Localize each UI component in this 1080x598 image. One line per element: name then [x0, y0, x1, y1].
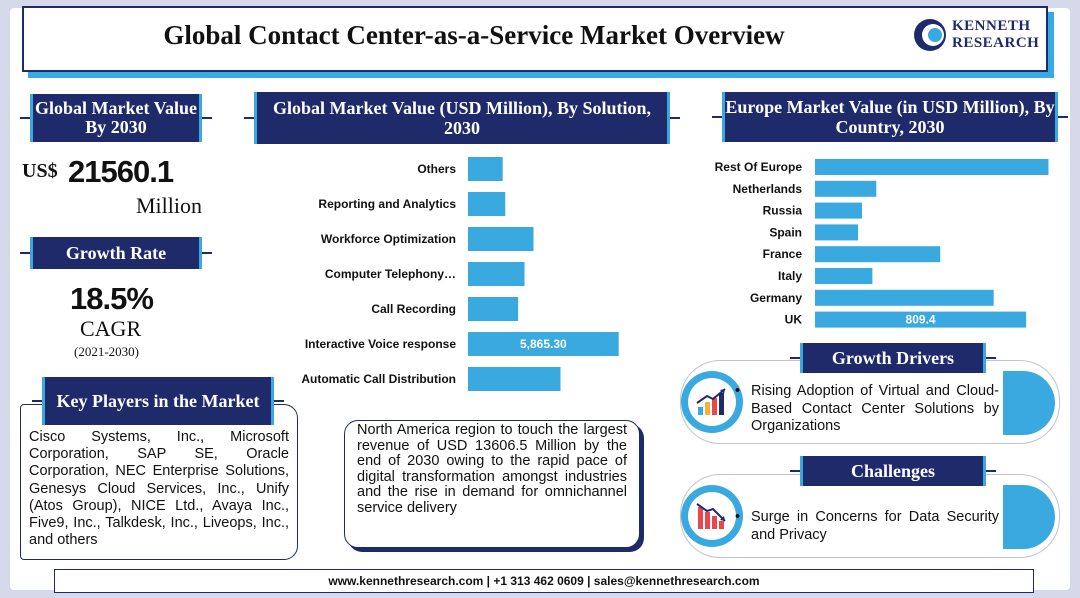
- challenges-accent: [1003, 485, 1055, 549]
- category-label: Netherlands: [733, 182, 803, 196]
- bar: [815, 224, 859, 241]
- growth-drivers-heading: Growth Drivers: [800, 343, 986, 373]
- bar: [815, 180, 877, 197]
- data-label: 5,865.30: [520, 337, 567, 351]
- bar: [815, 159, 1049, 175]
- category-label: Spain: [769, 225, 802, 239]
- footer-contact: www.kennethresearch.com | +1 313 462 060…: [54, 569, 1034, 593]
- bar: [815, 311, 1027, 328]
- bar: [468, 332, 619, 356]
- market-value-number: 21560.1: [68, 154, 174, 189]
- key-players-heading: Key Players in the Market: [42, 377, 274, 425]
- drivers-icon-circle: [681, 371, 743, 433]
- growth-drivers-card: Rising Adoption of Virtual and Cloud-Bas…: [680, 360, 1060, 444]
- category-label: Computer Telephony…: [325, 267, 456, 281]
- logo: KENNETH RESEARCH: [912, 16, 1039, 54]
- logo-icon: [914, 19, 946, 51]
- market-value-heading: Global Market Value By 2030: [30, 94, 202, 142]
- growth-drivers-text: Rising Adoption of Virtual and Cloud-Bas…: [735, 383, 999, 436]
- category-label: Call Recording: [371, 302, 456, 316]
- key-players-box: Cisco Systems, Inc., Microsoft Corporati…: [20, 404, 298, 560]
- category-label: Interactive Voice response: [305, 337, 457, 351]
- title-box: Global Contact Center-as-a-Service Marke…: [22, 6, 1048, 72]
- bar: [468, 157, 503, 181]
- europe-bar-chart: Rest Of Europe Netherlands Russia Spain Fran…: [715, 159, 1049, 328]
- bar: [468, 192, 506, 216]
- decline-chart-icon: [696, 503, 726, 529]
- logo-line1: KENNETH: [952, 18, 1031, 34]
- category-label: France: [763, 247, 803, 261]
- drivers-accent: [1003, 371, 1055, 435]
- growth-period: (2021-2030): [74, 344, 139, 359]
- data-label: 809.4: [906, 313, 936, 327]
- solution-bar-chart: Others Reporting and Analytics Workforce O…: [301, 157, 619, 391]
- europe-chart-title: Europe Market Value (in USD Million), By…: [722, 92, 1058, 142]
- category-label: Reporting and Analytics: [318, 197, 456, 211]
- category-label: Automatic Call Distribution: [301, 372, 456, 386]
- bar: [815, 246, 941, 263]
- bar: [468, 297, 519, 321]
- currency-label: US$: [22, 160, 58, 182]
- growth-label: CAGR: [80, 316, 142, 341]
- bar: [815, 289, 994, 306]
- growth-heading: Growth Rate: [30, 237, 202, 269]
- category-label: Workforce Optimization: [321, 232, 456, 246]
- bar: [468, 262, 525, 286]
- bar: [468, 227, 534, 251]
- challenges-icon-circle: [681, 485, 743, 547]
- category-label: Others: [417, 162, 456, 176]
- north-america-note: North America region to touch the larges…: [344, 420, 640, 548]
- growth-chart-icon: [696, 388, 726, 415]
- category-label: Germany: [750, 291, 802, 305]
- category-label: Russia: [763, 204, 803, 218]
- category-label: Italy: [778, 269, 802, 283]
- logo-line2: RESEARCH: [952, 35, 1040, 51]
- logo-text: KENNETH RESEARCH: [952, 18, 1039, 52]
- challenges-card: Surge in Concerns for Data Security and …: [680, 474, 1060, 558]
- bar: [815, 268, 873, 284]
- bar: [815, 202, 862, 219]
- market-value-unit: Million: [136, 193, 203, 218]
- growth-value: 18.5%: [70, 281, 154, 316]
- challenges-heading: Challenges: [800, 456, 986, 486]
- challenges-text: Surge in Concerns for Data Security and …: [735, 509, 999, 544]
- bar: [468, 367, 561, 391]
- category-label: Rest Of Europe: [715, 160, 803, 174]
- page-title: Global Contact Center-as-a-Service Marke…: [163, 20, 785, 50]
- category-label: UK: [785, 313, 803, 327]
- solution-chart-title: Global Market Value (USD Million), By So…: [254, 92, 670, 144]
